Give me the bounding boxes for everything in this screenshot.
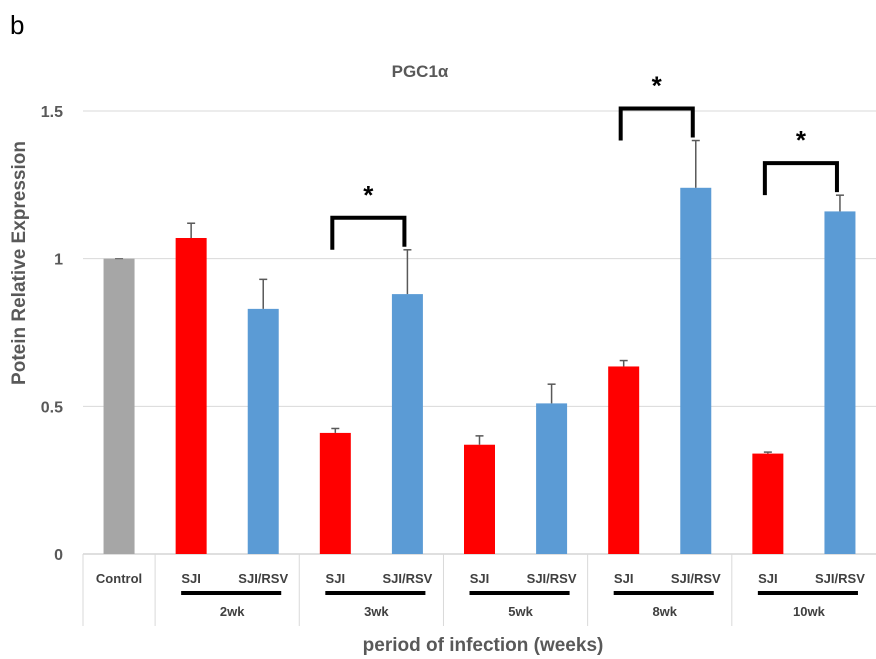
significance-bracket: [330, 215, 407, 250]
group-label: 2wk: [220, 604, 245, 619]
bar-8wk-sji: [608, 366, 640, 554]
bar-control: [103, 258, 135, 554]
bars: [103, 187, 856, 554]
group-label: 5wk: [508, 604, 533, 619]
y-tick-label: 0: [54, 547, 63, 564]
bar-10wk-sji: [752, 453, 784, 554]
significance-star: *: [652, 71, 663, 101]
significance-star: *: [363, 180, 374, 210]
significance-bracket: [618, 106, 695, 141]
category-label: SJI/RSV: [238, 571, 288, 586]
y-tick-label: 1: [54, 252, 63, 269]
category-label: SJI/RSV: [382, 571, 432, 586]
bar-2wk-sji-rsv: [247, 308, 279, 554]
bar-2wk-sji: [175, 237, 207, 554]
bar-3wk-sji-rsv: [391, 294, 423, 554]
group-label: 8wk: [652, 604, 677, 619]
y-tick-label: 0.5: [41, 399, 63, 416]
group-label: 10wk: [793, 604, 826, 619]
x-axis-title: period of infection (weeks): [363, 635, 604, 656]
category-label: SJI: [181, 571, 201, 586]
category-label-control: Control: [96, 571, 142, 586]
significance-star: *: [796, 125, 807, 155]
category-label: SJI: [614, 571, 634, 586]
significance-brackets: * * *: [330, 71, 839, 250]
y-axis-title: Potein Relative Expression: [9, 141, 30, 385]
category-label: SJI/RSV: [671, 571, 721, 586]
bar-5wk-sji-rsv: [536, 403, 568, 554]
category-table: [82, 554, 858, 626]
bar-5wk-sji: [464, 444, 495, 554]
error-bars: [115, 139, 844, 454]
category-label: SJI: [758, 571, 778, 586]
category-label: SJI: [470, 571, 490, 586]
category-label: SJI/RSV: [527, 571, 577, 586]
category-label: SJI: [326, 571, 346, 586]
group-label: 3wk: [364, 604, 389, 619]
bar-10wk-sji-rsv: [824, 211, 856, 554]
chart-title: PGC1α: [392, 62, 449, 81]
y-tick-labels: 0 0.5 1 1.5: [41, 104, 63, 564]
y-tick-label: 1.5: [41, 104, 63, 121]
bar-3wk-sji: [319, 432, 351, 554]
x-category-labels: Control SJI SJI/RSV 2wk SJI SJI/RSV 3wk SJI SJI/…: [96, 571, 865, 619]
bar-8wk-sji-rsv: [680, 187, 712, 554]
significance-bracket: [762, 161, 839, 196]
panel-label: b: [10, 10, 24, 40]
category-label: SJI/RSV: [815, 571, 865, 586]
